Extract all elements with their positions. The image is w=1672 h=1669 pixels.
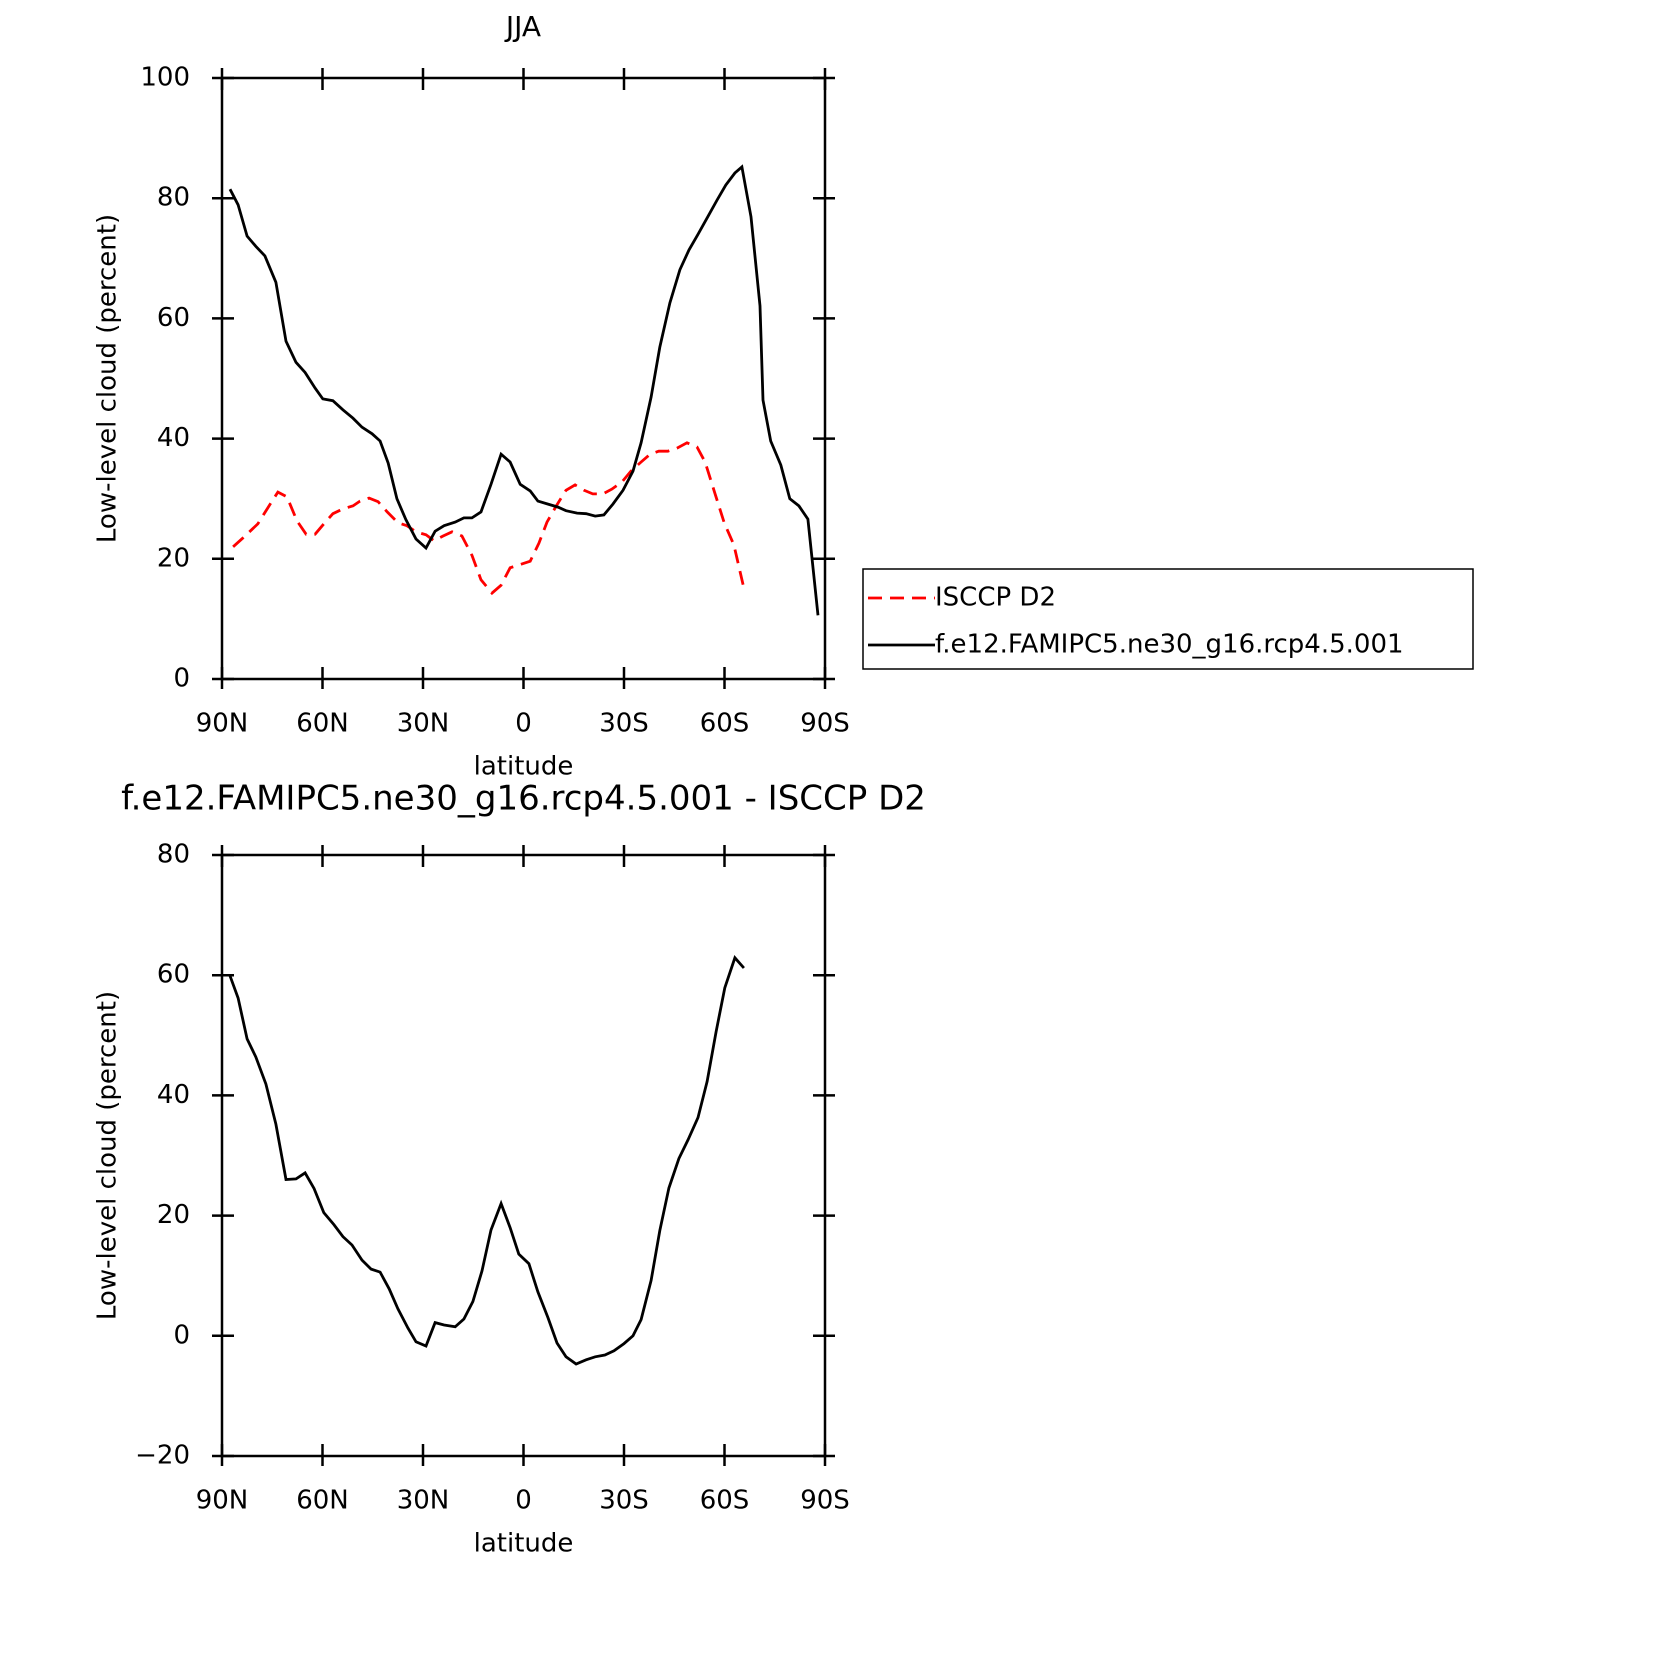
x-tick-label: 60S bbox=[700, 709, 750, 739]
x-tick-label: 90S bbox=[800, 709, 850, 739]
legend-label: f.e12.FAMIPC5.ne30_g16.rcp4.5.001 bbox=[935, 630, 1404, 660]
chart: JJA latitude Low-level cloud (percent) 0 20 4… bbox=[93, 10, 1474, 782]
data-line bbox=[228, 164, 820, 616]
x-tick-label: 90N bbox=[196, 709, 249, 739]
x-tick-label: 60N bbox=[296, 1486, 349, 1516]
y-tick-label: 100 bbox=[140, 63, 190, 93]
y-tick-label: 20 bbox=[157, 543, 190, 573]
x-tick-label: 30N bbox=[397, 709, 450, 739]
y-tick-label: 60 bbox=[157, 303, 190, 333]
y-tick-label: 40 bbox=[157, 1080, 190, 1110]
x-axis-label: latitude bbox=[474, 752, 574, 782]
x-tick-label: 0 bbox=[515, 709, 532, 739]
chart: f.e12.FAMIPC5.ne30_g16.rcp4.5.001 - ISCC… bbox=[93, 779, 926, 1559]
y-tick-label: 0 bbox=[173, 664, 190, 694]
x-tick-label: 0 bbox=[515, 1486, 532, 1516]
legend-box bbox=[862, 568, 1474, 670]
y-tick-label: 20 bbox=[157, 1200, 190, 1230]
plot-frame bbox=[220, 853, 827, 1458]
x-tick-label: 90N bbox=[196, 1486, 249, 1516]
x-tick-label: 30S bbox=[599, 1486, 649, 1516]
y-tick-label: 60 bbox=[157, 960, 190, 990]
chart-title: f.e12.FAMIPC5.ne30_g16.rcp4.5.001 - ISCC… bbox=[121, 779, 926, 819]
y-tick-label: 40 bbox=[157, 423, 190, 453]
x-tick-label: 60N bbox=[296, 709, 349, 739]
chart-title: JJA bbox=[504, 10, 541, 43]
y-tick-label: 0 bbox=[173, 1320, 190, 1350]
x-tick-label: 90S bbox=[800, 1486, 850, 1516]
x-tick-label: 60S bbox=[700, 1486, 750, 1516]
x-tick-label: 30S bbox=[599, 709, 649, 739]
x-axis-label: latitude bbox=[474, 1529, 574, 1559]
y-tick-label: 80 bbox=[157, 183, 190, 213]
plot-frame bbox=[220, 76, 827, 681]
data-line bbox=[228, 955, 745, 1366]
x-tick-label: 30N bbox=[397, 1486, 450, 1516]
y-axis-label: Low-level cloud (percent) bbox=[93, 991, 123, 1320]
y-axis-label: Low-level cloud (percent) bbox=[93, 214, 123, 543]
y-tick-label: −20 bbox=[135, 1441, 190, 1471]
data-line bbox=[232, 441, 746, 596]
y-tick-label: 80 bbox=[157, 840, 190, 870]
legend-label: ISCCP D2 bbox=[935, 583, 1056, 613]
